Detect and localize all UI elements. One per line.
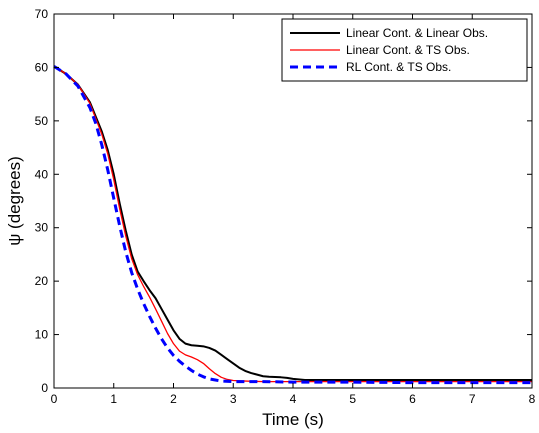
y-tick-label: 70 xyxy=(35,7,49,21)
y-tick-label: 10 xyxy=(35,328,49,342)
series-line-1 xyxy=(53,65,532,381)
axis-ticks: 0 1 2 3 4 5 6 7 8 0 10 20 30 40 50 60 70 xyxy=(35,7,536,406)
x-tick-label: 0 xyxy=(51,392,58,406)
y-tick-label: 40 xyxy=(35,167,49,181)
legend-label-3: RL Cont. & TS Obs. xyxy=(346,60,451,74)
x-tick-label: 7 xyxy=(469,392,476,406)
y-tick-label: 20 xyxy=(35,274,49,288)
y-tick-label: 60 xyxy=(35,60,49,74)
y-axis-title: ψ (degrees) xyxy=(5,156,24,246)
x-tick-label: 3 xyxy=(230,392,237,406)
y-tick-label: 30 xyxy=(35,221,49,235)
x-tick-label: 4 xyxy=(290,392,297,406)
legend: Linear Cont. & Linear Obs. Linear Cont. &… xyxy=(281,18,528,82)
x-tick-label: 2 xyxy=(170,392,177,406)
x-tick-label: 6 xyxy=(409,392,416,406)
legend-label-2: Linear Cont. & TS Obs. xyxy=(346,43,470,57)
x-tick-label: 8 xyxy=(529,392,536,406)
x-tick-label: 1 xyxy=(110,392,117,406)
y-tick-label: 50 xyxy=(35,114,49,128)
x-axis-title: Time (s) xyxy=(262,410,324,429)
y-tick-label: 0 xyxy=(41,381,48,395)
series-line-3 xyxy=(53,65,532,385)
x-tick-label: 5 xyxy=(349,392,356,406)
legend-label-1: Linear Cont. & Linear Obs. xyxy=(346,26,488,40)
plot-content xyxy=(53,65,532,385)
